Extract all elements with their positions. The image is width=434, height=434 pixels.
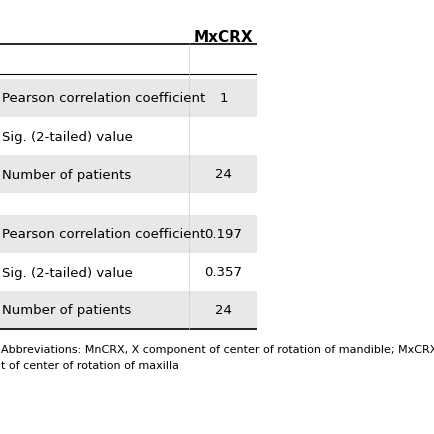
Text: 0.357: 0.357 — [204, 266, 242, 279]
Text: 0.197: 0.197 — [204, 228, 242, 241]
Bar — [0, 291, 257, 329]
Bar — [0, 80, 257, 118]
Bar — [0, 156, 257, 194]
Text: Sig. (2-tailed) value: Sig. (2-tailed) value — [2, 266, 133, 279]
Text: Pearson correlation coefficient: Pearson correlation coefficient — [2, 92, 205, 105]
Text: Abbreviations: MnCRX, X component of center of rotation of mandible; MxCRX, X co: Abbreviations: MnCRX, X component of cen… — [1, 344, 434, 354]
Text: t of center of rotation of maxilla: t of center of rotation of maxilla — [1, 360, 179, 370]
Text: Pearson correlation coefficient: Pearson correlation coefficient — [2, 228, 205, 241]
Text: Number of patients: Number of patients — [2, 304, 132, 317]
Text: 24: 24 — [214, 304, 231, 317]
Text: Sig. (2-tailed) value: Sig. (2-tailed) value — [2, 130, 133, 143]
Bar — [0, 216, 257, 253]
Text: MxCRX: MxCRX — [193, 30, 253, 46]
Text: Number of patients: Number of patients — [2, 168, 132, 181]
Text: 24: 24 — [214, 168, 231, 181]
Text: 1: 1 — [219, 92, 227, 105]
